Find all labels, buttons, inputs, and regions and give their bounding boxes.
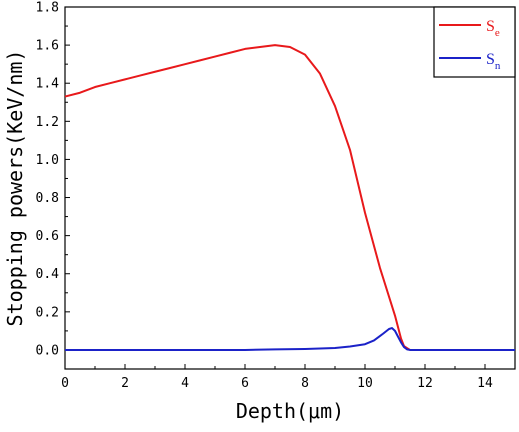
y-tick-label: 0.8 (36, 191, 59, 206)
x-tick-label: 14 (477, 376, 493, 391)
series-line-se (64, 44, 515, 351)
y-tick-label: 0.2 (36, 305, 59, 320)
x-tick-label: 2 (121, 376, 129, 391)
x-axis-title: Depth(μm) (236, 399, 344, 423)
series-line-sn (65, 327, 515, 351)
y-tick-label: 1.4 (36, 77, 60, 92)
y-tick-label: 0.6 (36, 229, 59, 244)
legend-label-sn: Sn (486, 51, 501, 72)
y-tick-label: 1.2 (36, 115, 59, 130)
y-tick-label: 1.0 (36, 153, 59, 168)
x-tick-label: 0 (61, 376, 69, 391)
y-tick-label: 1.6 (36, 39, 59, 54)
y-tick-label: 1.8 (36, 1, 59, 16)
x-tick-label: 10 (357, 376, 373, 391)
y-tick-label: 0.0 (36, 343, 59, 358)
legend-label-se: Se (486, 18, 500, 39)
plot-frame (64, 6, 516, 370)
x-tick-label: 8 (301, 376, 309, 391)
x-tick-label: 4 (181, 376, 189, 391)
y-tick-label: 0.4 (36, 267, 60, 282)
y-axis-title: Stopping powers(KeV/nm) (3, 50, 27, 327)
legend-box (433, 6, 516, 78)
x-tick-label: 12 (417, 376, 433, 391)
x-tick-label: 6 (241, 376, 249, 391)
